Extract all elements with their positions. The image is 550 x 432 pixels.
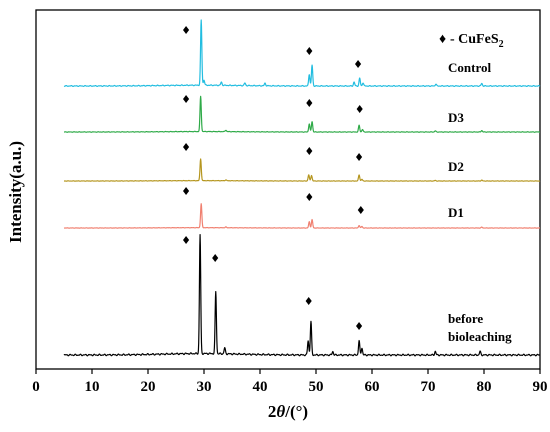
series-line-d1 [63,203,541,229]
x-tick-label: 30 [197,379,212,395]
x-tick-label: 50 [309,379,324,395]
peak-marker-control: ♦ [353,58,363,71]
series-label-before-bioleaching: bioleaching [448,329,512,344]
peak-marker-control: ♦ [304,45,314,58]
x-tick-label: 0 [32,379,40,395]
legend-label: - CuFeS [450,32,499,47]
peak-marker-d2: ♦ [354,151,364,164]
legend-subscript: 2 [499,39,504,50]
x-axis-title-prefix: 2 [268,402,277,421]
series-label-d1: D1 [448,205,464,220]
x-tick-label: 70 [421,379,436,395]
peak-marker-before-bioleaching: ♦ [354,320,364,333]
series-label-control: Control [448,60,491,75]
peak-marker-d3: ♦ [355,103,365,116]
labels-layer: Control D3 D2 D1 before bioleaching [448,60,512,344]
svg-text:- CuFeS2: - CuFeS2 [450,32,504,50]
traces-layer [63,19,541,357]
peak-marker-before-bioleaching: ♦ [181,234,191,247]
x-axis-title: 2θ/(°) [268,402,308,421]
peak-marker-d1: ♦ [304,191,314,204]
legend-diamond: ♦ [439,32,446,47]
series-line-d3 [63,95,541,133]
x-axis: 0 10 20 30 40 50 60 70 80 90 [32,369,548,395]
series-line-before-bioleaching [63,233,541,357]
series-line-d2 [63,158,541,182]
peak-marker-d2: ♦ [304,145,314,158]
series-label-before-bioleaching: before [448,311,483,326]
peak-marker-before-bioleaching: ♦ [304,295,314,308]
plot-frame [35,9,541,370]
peak-marker-d3: ♦ [304,97,314,110]
x-tick-label: 40 [253,379,268,395]
peak-marker-control: ♦ [181,24,191,37]
x-axis-title-theta: θ [276,402,285,421]
series-line-control [63,19,541,88]
x-tick-label: 90 [533,379,548,395]
x-tick-label: 80 [477,379,492,395]
legend: ♦ - CuFeS2 [439,32,504,50]
y-axis-title: Intensity(a.u.) [6,141,25,243]
peak-marker-d1: ♦ [181,185,191,198]
x-axis-title-suffix: /(°) [284,402,308,421]
x-tick-label: 60 [365,379,380,395]
peak-marker-d3: ♦ [181,93,191,106]
markers-layer: ♦ ♦ ♦ ♦ ♦ ♦ ♦ ♦ ♦ ♦ ♦ ♦ ♦ ♦ ♦ ♦ [181,24,366,333]
peak-marker-d2: ♦ [181,141,191,154]
x-tick-label: 20 [141,379,156,395]
x-tick-label: 10 [85,379,100,395]
peak-marker-d1: ♦ [356,204,366,217]
series-label-d2: D2 [448,159,464,174]
series-label-d3: D3 [448,110,464,125]
peak-marker-before-bioleaching: ♦ [210,252,220,265]
